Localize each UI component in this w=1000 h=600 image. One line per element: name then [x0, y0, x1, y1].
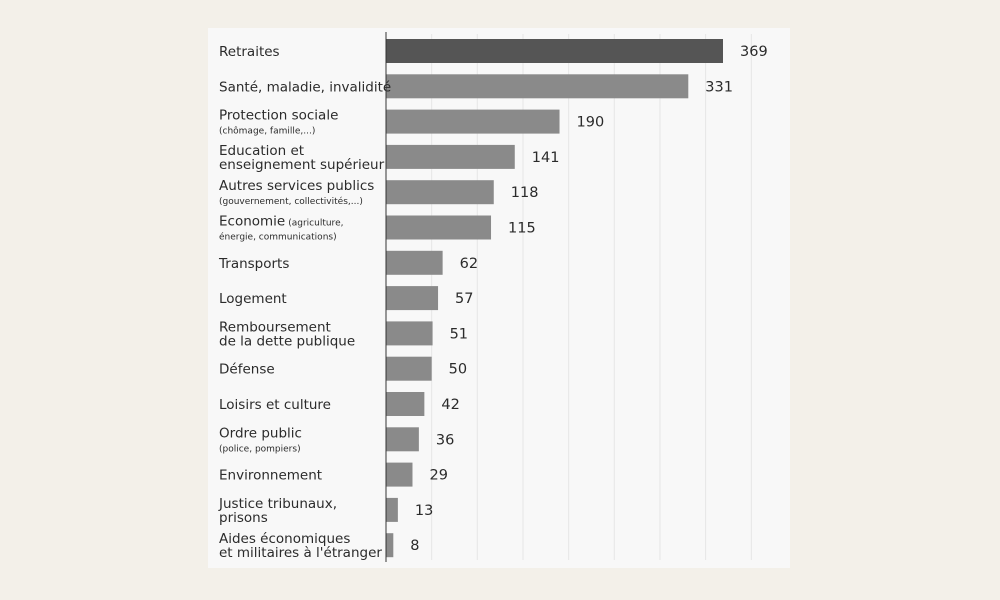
bar — [386, 321, 433, 346]
chart-card: Retraites Santé, maladie, invalidité Prote… — [208, 28, 790, 568]
data-label: 36 — [436, 432, 454, 448]
bar-chart: Retraites Santé, maladie, invalidité Prote… — [218, 32, 768, 562]
category-label: Logement — [219, 291, 287, 307]
bar — [386, 109, 560, 134]
data-label: 8 — [410, 538, 419, 554]
data-label: 118 — [511, 185, 539, 201]
bar — [386, 462, 413, 487]
data-label: 50 — [449, 362, 467, 378]
bar — [386, 215, 492, 240]
bars — [386, 39, 723, 558]
category-label: Environnement — [219, 468, 322, 484]
bar — [386, 144, 515, 169]
data-label: 190 — [577, 115, 605, 131]
category-label: Ordre public (police, pompiers) — [219, 425, 302, 454]
category-label: Justice tribunaux, prisons — [218, 496, 337, 526]
category-label: Protection sociale (chômage, famille,...) — [219, 108, 338, 137]
category-label: Loisirs et culture — [219, 397, 331, 413]
data-label: 115 — [508, 221, 536, 237]
category-label: Education et enseignement supérieur — [219, 143, 385, 173]
category-label: Autres services publics (gouvernement, co… — [219, 178, 374, 207]
bar — [386, 533, 394, 558]
data-label: 331 — [705, 79, 733, 95]
category-label: Santé, maladie, invalidité — [219, 79, 391, 95]
data-label: 62 — [460, 256, 478, 272]
value-labels: 369 331 190 141 118 115 62 57 51 50 42 36 29 13 8 — [410, 44, 767, 554]
category-label: Aides économiques et militaires à l'étran… — [219, 531, 382, 561]
category-label: Défense — [219, 362, 275, 378]
bar — [386, 497, 398, 522]
category-label: Remboursement de la dette publique — [219, 319, 355, 349]
bar — [386, 250, 443, 275]
data-label: 29 — [429, 468, 447, 484]
data-label: 141 — [532, 150, 560, 166]
bar — [386, 356, 432, 381]
data-label: 57 — [455, 291, 473, 307]
data-label: 13 — [415, 503, 433, 519]
data-label: 51 — [450, 326, 468, 342]
category-label: Economie (agriculture, énergie, communicat… — [219, 214, 343, 243]
bar — [386, 286, 439, 311]
category-label: Transports — [218, 256, 289, 272]
category-label: Retraites — [219, 44, 280, 60]
bar — [386, 427, 419, 452]
bar — [386, 74, 689, 99]
bar — [386, 180, 494, 205]
bar — [386, 392, 425, 416]
bar — [386, 39, 723, 63]
data-label: 42 — [441, 397, 459, 413]
category-labels: Retraites Santé, maladie, invalidité Prote… — [218, 44, 391, 561]
data-label: 369 — [740, 44, 768, 60]
